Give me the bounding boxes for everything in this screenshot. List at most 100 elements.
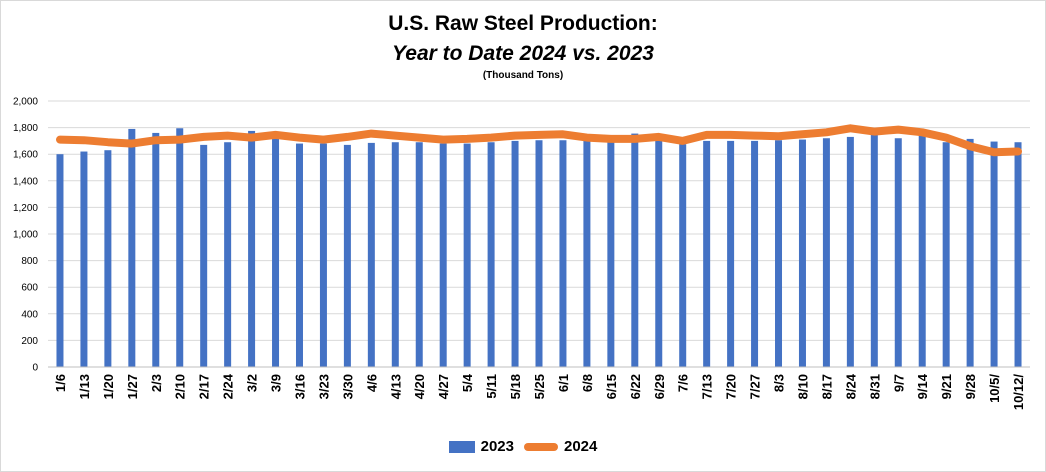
bar-2023	[272, 136, 280, 367]
point-2024	[945, 136, 948, 139]
bar-2023	[56, 154, 64, 367]
bar-2023	[104, 150, 112, 367]
bar-2023	[990, 141, 998, 367]
bar-2023	[751, 140, 759, 367]
point-2024	[801, 133, 804, 136]
bar-2023	[727, 140, 735, 367]
point-2024	[58, 138, 61, 141]
y-tick-label: 2,000	[13, 97, 38, 108]
bar-2023	[295, 143, 303, 367]
x-tick-label: 2/3	[149, 374, 164, 392]
y-tick-label: 1,000	[13, 230, 38, 241]
point-2024	[825, 131, 828, 134]
x-tick-label: 4/13	[388, 374, 403, 399]
bar-series-2023	[56, 128, 1022, 367]
bar-2023	[391, 142, 399, 367]
point-2024	[873, 130, 876, 133]
point-2024	[322, 138, 325, 141]
x-tick-label: 4/27	[436, 374, 451, 399]
x-tick-label: 7/27	[748, 374, 763, 399]
bar-2023	[80, 151, 88, 367]
x-tick-label: 6/1	[556, 374, 571, 392]
point-2024	[921, 131, 924, 134]
point-2024	[633, 137, 636, 140]
point-2024	[753, 134, 756, 137]
point-2024	[250, 136, 253, 139]
x-tick-label: 9/21	[939, 374, 954, 399]
point-2024	[82, 139, 85, 142]
x-tick-label: 8/17	[819, 374, 834, 399]
x-tick-label: 8/3	[772, 374, 787, 392]
x-tick-label: 3/2	[245, 374, 260, 392]
chart-units: (Thousand Tons)	[482, 70, 564, 81]
x-tick-label: 10/12/	[1011, 374, 1026, 411]
y-tick-label: 400	[21, 309, 38, 320]
point-2024	[585, 136, 588, 139]
bar-2023	[846, 136, 854, 367]
bar-2023	[343, 144, 351, 367]
x-axis: 1/6 1/13 1/20 1/27 2/3 2/10 2/17 2/24 3/2 3/9 3/16…	[48, 366, 1030, 411]
x-tick-label: 1/27	[125, 374, 140, 399]
x-tick-label: 2/10	[173, 374, 188, 399]
x-tick-label: 5/25	[532, 374, 547, 399]
x-tick-label: 9/28	[963, 374, 978, 399]
x-tick-label: 3/9	[269, 374, 284, 392]
y-tick-label: 800	[21, 256, 38, 267]
point-2024	[514, 134, 517, 137]
point-2024	[442, 138, 445, 141]
point-2024	[705, 133, 708, 136]
x-tick-label: 7/13	[700, 374, 715, 399]
point-2024	[969, 145, 972, 148]
point-2024	[729, 133, 732, 136]
y-axis: 0 200 400 600 800 1,000 1,200 1,400 1,600 1,800 2,…	[13, 97, 38, 374]
point-2024	[106, 141, 109, 144]
chart-title: U.S. Raw Steel Production:	[388, 12, 658, 35]
x-tick-label: 9/14	[915, 373, 930, 399]
bar-2023	[607, 141, 615, 367]
x-tick-label: 2/17	[197, 374, 212, 399]
point-2024	[561, 133, 564, 136]
x-tick-label: 8/24	[843, 373, 858, 399]
bar-2023	[176, 128, 184, 367]
point-2024	[657, 135, 660, 138]
point-2024	[154, 139, 157, 142]
x-tick-label: 5/4	[460, 373, 475, 392]
legend-swatch-2023	[448, 440, 475, 453]
point-2024	[466, 137, 469, 140]
legend-item-2024: 2024	[524, 438, 597, 455]
bar-2023	[703, 140, 711, 367]
x-tick-label: 1/20	[101, 374, 116, 399]
point-2024	[178, 138, 181, 141]
x-tick-label: 3/30	[340, 374, 355, 399]
point-2024	[226, 134, 229, 137]
bar-2023	[535, 140, 543, 367]
bar-2023	[966, 138, 974, 367]
x-tick-label: 5/18	[508, 374, 523, 399]
bar-2023	[248, 130, 256, 367]
bar-2023	[487, 142, 495, 367]
point-2024	[849, 127, 852, 130]
point-2024	[681, 139, 684, 142]
bar-2023	[128, 128, 136, 367]
bar-2023	[775, 140, 783, 367]
point-2024	[538, 133, 540, 136]
chart-subtitle: Year to Date 2024 vs. 2023	[392, 42, 654, 65]
legend-label-2023: 2023	[480, 438, 514, 455]
x-tick-label: 7/20	[724, 374, 739, 399]
bar-2023	[559, 140, 567, 367]
point-2024	[394, 134, 397, 137]
y-tick-label: 1,200	[13, 203, 38, 214]
bar-2023	[224, 142, 232, 367]
bar-2023	[822, 138, 830, 367]
point-2024	[777, 135, 780, 138]
x-tick-label: 9/7	[891, 374, 906, 392]
bar-2023	[319, 143, 327, 367]
point-2024	[418, 136, 421, 139]
x-tick-label: 8/10	[795, 374, 810, 399]
point-2024	[1017, 150, 1020, 153]
line-series-2024	[56, 124, 1022, 157]
bar-2023	[152, 132, 160, 367]
x-tick-label: 6/15	[604, 374, 619, 399]
x-tick-label: 6/22	[628, 374, 643, 399]
x-tick-label: 4/20	[412, 374, 427, 399]
